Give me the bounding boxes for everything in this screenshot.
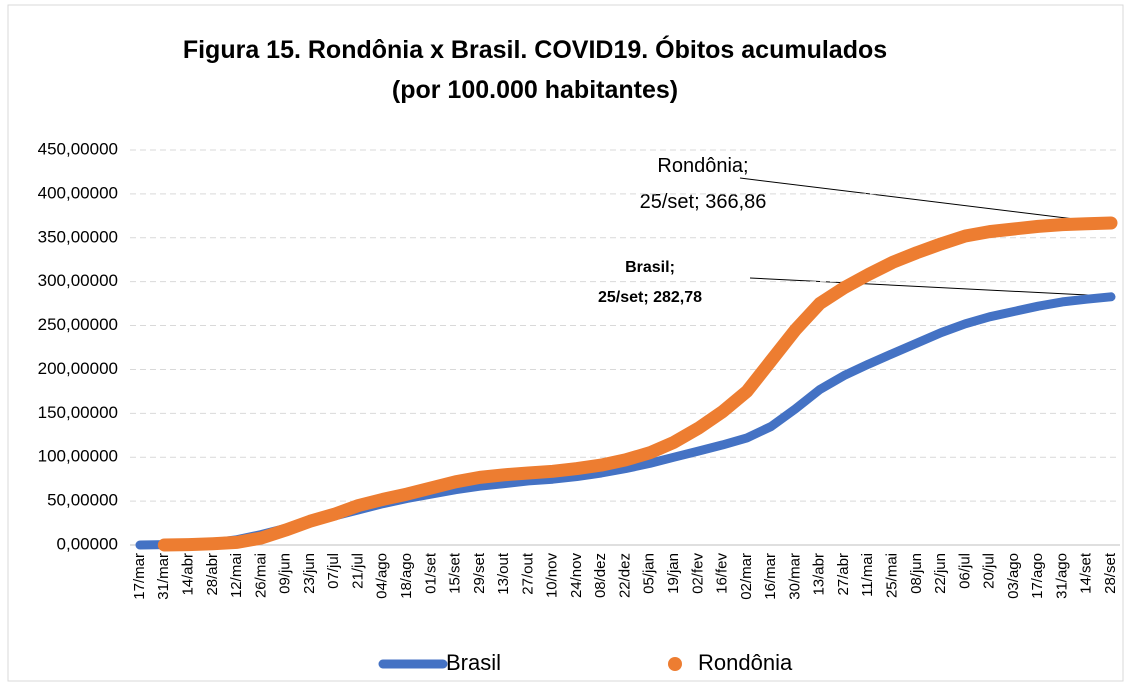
y-tick-label: 0,00000 bbox=[57, 534, 118, 553]
x-tick-label: 29/set bbox=[471, 552, 488, 594]
x-tick-label: 23/jun bbox=[301, 553, 318, 594]
x-tick-label: 21/jul bbox=[349, 553, 366, 589]
x-tick-label: 02/mar bbox=[738, 553, 755, 600]
leader-line bbox=[749, 277, 1108, 297]
x-tick-label: 25/mai bbox=[883, 553, 900, 598]
x-tick-label: 01/set bbox=[422, 552, 439, 594]
annotation: Rondônia; bbox=[657, 155, 748, 177]
x-tick-label: 31/ago bbox=[1053, 553, 1070, 599]
y-tick-label: 50,00000 bbox=[47, 491, 118, 510]
legend-label: Rondônia bbox=[698, 650, 793, 675]
y-tick-label: 250,00000 bbox=[38, 315, 118, 334]
x-tick-label: 15/set bbox=[447, 552, 464, 594]
y-tick-label: 200,00000 bbox=[38, 359, 118, 378]
x-tick-label: 13/out bbox=[495, 552, 512, 595]
x-tick-label: 07/jul bbox=[325, 553, 342, 589]
y-tick-label: 300,00000 bbox=[38, 271, 118, 290]
y-tick-label: 150,00000 bbox=[38, 403, 118, 422]
series-line bbox=[157, 216, 1118, 552]
chart-border bbox=[7, 4, 1124, 682]
y-tick-label: 100,00000 bbox=[38, 447, 118, 466]
leader-line bbox=[739, 177, 1108, 224]
y-tick-label: 400,00000 bbox=[38, 183, 118, 202]
x-tick-label: 11/mai bbox=[859, 553, 876, 597]
x-tick-label: 18/ago bbox=[398, 553, 415, 599]
x-tick-label: 30/mar bbox=[786, 553, 803, 600]
x-tick-label: 31/mar bbox=[155, 553, 172, 600]
x-tick-label: 05/jan bbox=[641, 553, 658, 594]
x-tick-label: 08/jun bbox=[908, 553, 925, 594]
x-tick-label: 28/abr bbox=[204, 553, 221, 596]
x-tick-label: 12/mai bbox=[228, 553, 245, 598]
x-tick-label: 02/fev bbox=[689, 553, 706, 594]
x-tick-label: 22/jun bbox=[932, 553, 949, 594]
legend-swatch bbox=[668, 657, 682, 671]
x-tick-label: 22/dez bbox=[616, 553, 633, 598]
x-tick-label: 17/mar bbox=[131, 553, 148, 600]
chart-title: Figura 15. Rondônia x Brasil. COVID19. Ó… bbox=[183, 34, 887, 64]
x-tick-label: 04/ago bbox=[374, 553, 391, 599]
x-tick-label: 20/jul bbox=[981, 553, 998, 589]
y-tick-label: 450,00000 bbox=[38, 139, 118, 158]
annotation: 25/set; 282,78 bbox=[598, 289, 702, 306]
annotation: Brasil; bbox=[625, 259, 675, 276]
y-tick-label: 350,00000 bbox=[38, 227, 118, 246]
x-tick-label: 13/abr bbox=[811, 553, 828, 596]
legend-label: Brasil bbox=[446, 650, 501, 675]
x-tick-label: 26/mai bbox=[252, 553, 269, 598]
annotation: 25/set; 366,86 bbox=[640, 191, 767, 213]
x-tick-label: 24/nov bbox=[568, 553, 585, 599]
x-tick-label: 17/ago bbox=[1029, 553, 1046, 599]
x-tick-label: 10/nov bbox=[544, 553, 561, 599]
x-tick-label: 19/jan bbox=[665, 553, 682, 594]
x-tick-label: 09/jun bbox=[277, 553, 294, 594]
x-tick-label: 06/jul bbox=[956, 553, 973, 589]
x-tick-label: 16/mar bbox=[762, 553, 779, 600]
x-tick-label: 28/set bbox=[1102, 552, 1119, 594]
x-tick-label: 16/fev bbox=[714, 553, 731, 594]
x-tick-label: 14/abr bbox=[180, 553, 197, 596]
x-tick-label: 14/set bbox=[1078, 552, 1095, 594]
x-tick-label: 03/ago bbox=[1005, 553, 1022, 599]
x-tick-label: 27/out bbox=[519, 552, 536, 595]
x-tick-label: 27/abr bbox=[835, 553, 852, 596]
x-tick-label: 08/dez bbox=[592, 553, 609, 598]
chart-title: (por 100.000 habitantes) bbox=[392, 76, 678, 104]
